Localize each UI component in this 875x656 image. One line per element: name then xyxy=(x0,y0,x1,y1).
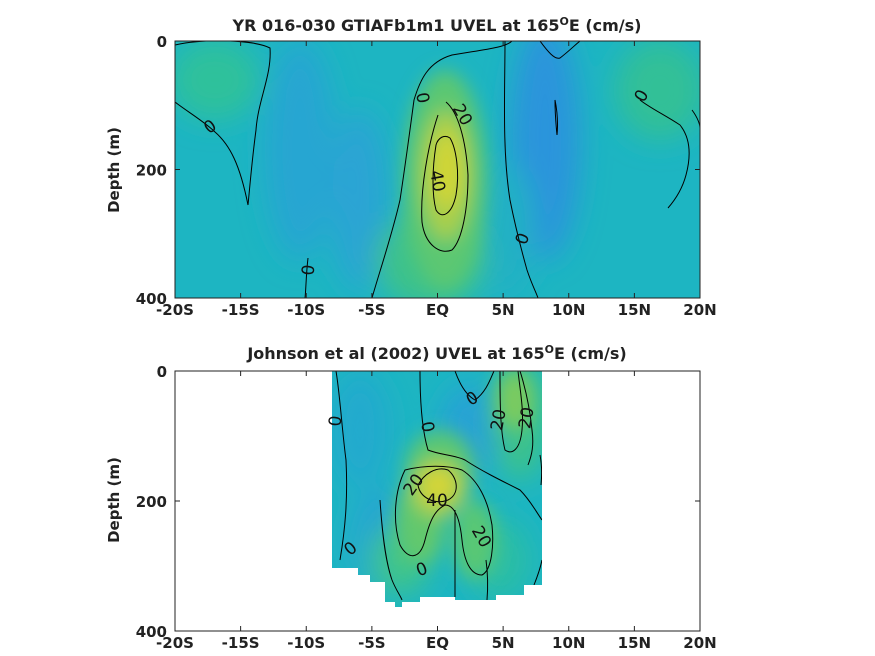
y-tick-label: 400 xyxy=(136,623,167,641)
heatmap-top xyxy=(175,41,700,298)
x-tick-label: -20S xyxy=(156,634,194,652)
x-tick-label: 10N xyxy=(552,634,585,652)
y-tick-label: 0 xyxy=(157,33,167,51)
panel-bottom: Johnson et al (2002) UVEL at 165OE (cm/s… xyxy=(105,343,717,652)
y-tick-label: 0 xyxy=(157,363,167,381)
x-axis-top: -20S -15S -10S -5S EQ 5N 10N 15N 20N xyxy=(156,41,717,319)
x-tick-label: 20N xyxy=(683,301,716,319)
contour-label: 0 xyxy=(299,264,320,277)
y-axis-label-top: Depth (m) xyxy=(105,127,123,213)
x-tick-label: EQ xyxy=(426,634,449,652)
y-tick-label: 200 xyxy=(136,162,167,180)
chart-title-top: YR 016-030 GTIAFb1m1 UVEL at 165OE (cm/s… xyxy=(232,15,642,35)
x-tick-label: -15S xyxy=(222,634,260,652)
x-tick-label: 10N xyxy=(552,301,585,319)
x-tick-label: 20N xyxy=(683,634,716,652)
heatmap-bottom xyxy=(332,371,542,607)
contour-label: 0 xyxy=(416,420,438,434)
contours-top xyxy=(175,41,700,298)
x-tick-label: 15N xyxy=(618,301,651,319)
x-tick-label: 5N xyxy=(492,301,515,319)
x-tick-label: -15S xyxy=(222,301,260,319)
x-tick-label: 15N xyxy=(618,634,651,652)
x-tick-label: -5S xyxy=(358,301,385,319)
panel-top: YR 016-030 GTIAFb1m1 UVEL at 165OE (cm/s… xyxy=(105,15,717,319)
contour-label: 40 xyxy=(426,491,448,511)
contour-label: 0 xyxy=(326,415,347,428)
contour-label: 40 xyxy=(425,169,448,194)
y-tick-label: 200 xyxy=(136,493,167,511)
x-tick-label: -10S xyxy=(287,634,325,652)
x-tick-label: -20S xyxy=(156,301,194,319)
y-axis-label-bottom: Depth (m) xyxy=(105,457,123,543)
contour-label: 0 xyxy=(411,91,433,105)
x-tick-label: -5S xyxy=(358,634,385,652)
x-tick-label: EQ xyxy=(426,301,449,319)
x-tick-label: 5N xyxy=(492,634,515,652)
contour-label: 20 xyxy=(487,408,510,433)
x-tick-label: -10S xyxy=(287,301,325,319)
chart-title-bottom: Johnson et al (2002) UVEL at 165OE (cm/s… xyxy=(246,343,626,363)
contours-bottom xyxy=(335,371,542,601)
y-tick-label: 400 xyxy=(136,290,167,308)
contour-label: 20 xyxy=(515,406,538,431)
x-axis-bottom: -20S -15S -10S -5S EQ 5N 10N 15N 20N xyxy=(156,371,717,652)
